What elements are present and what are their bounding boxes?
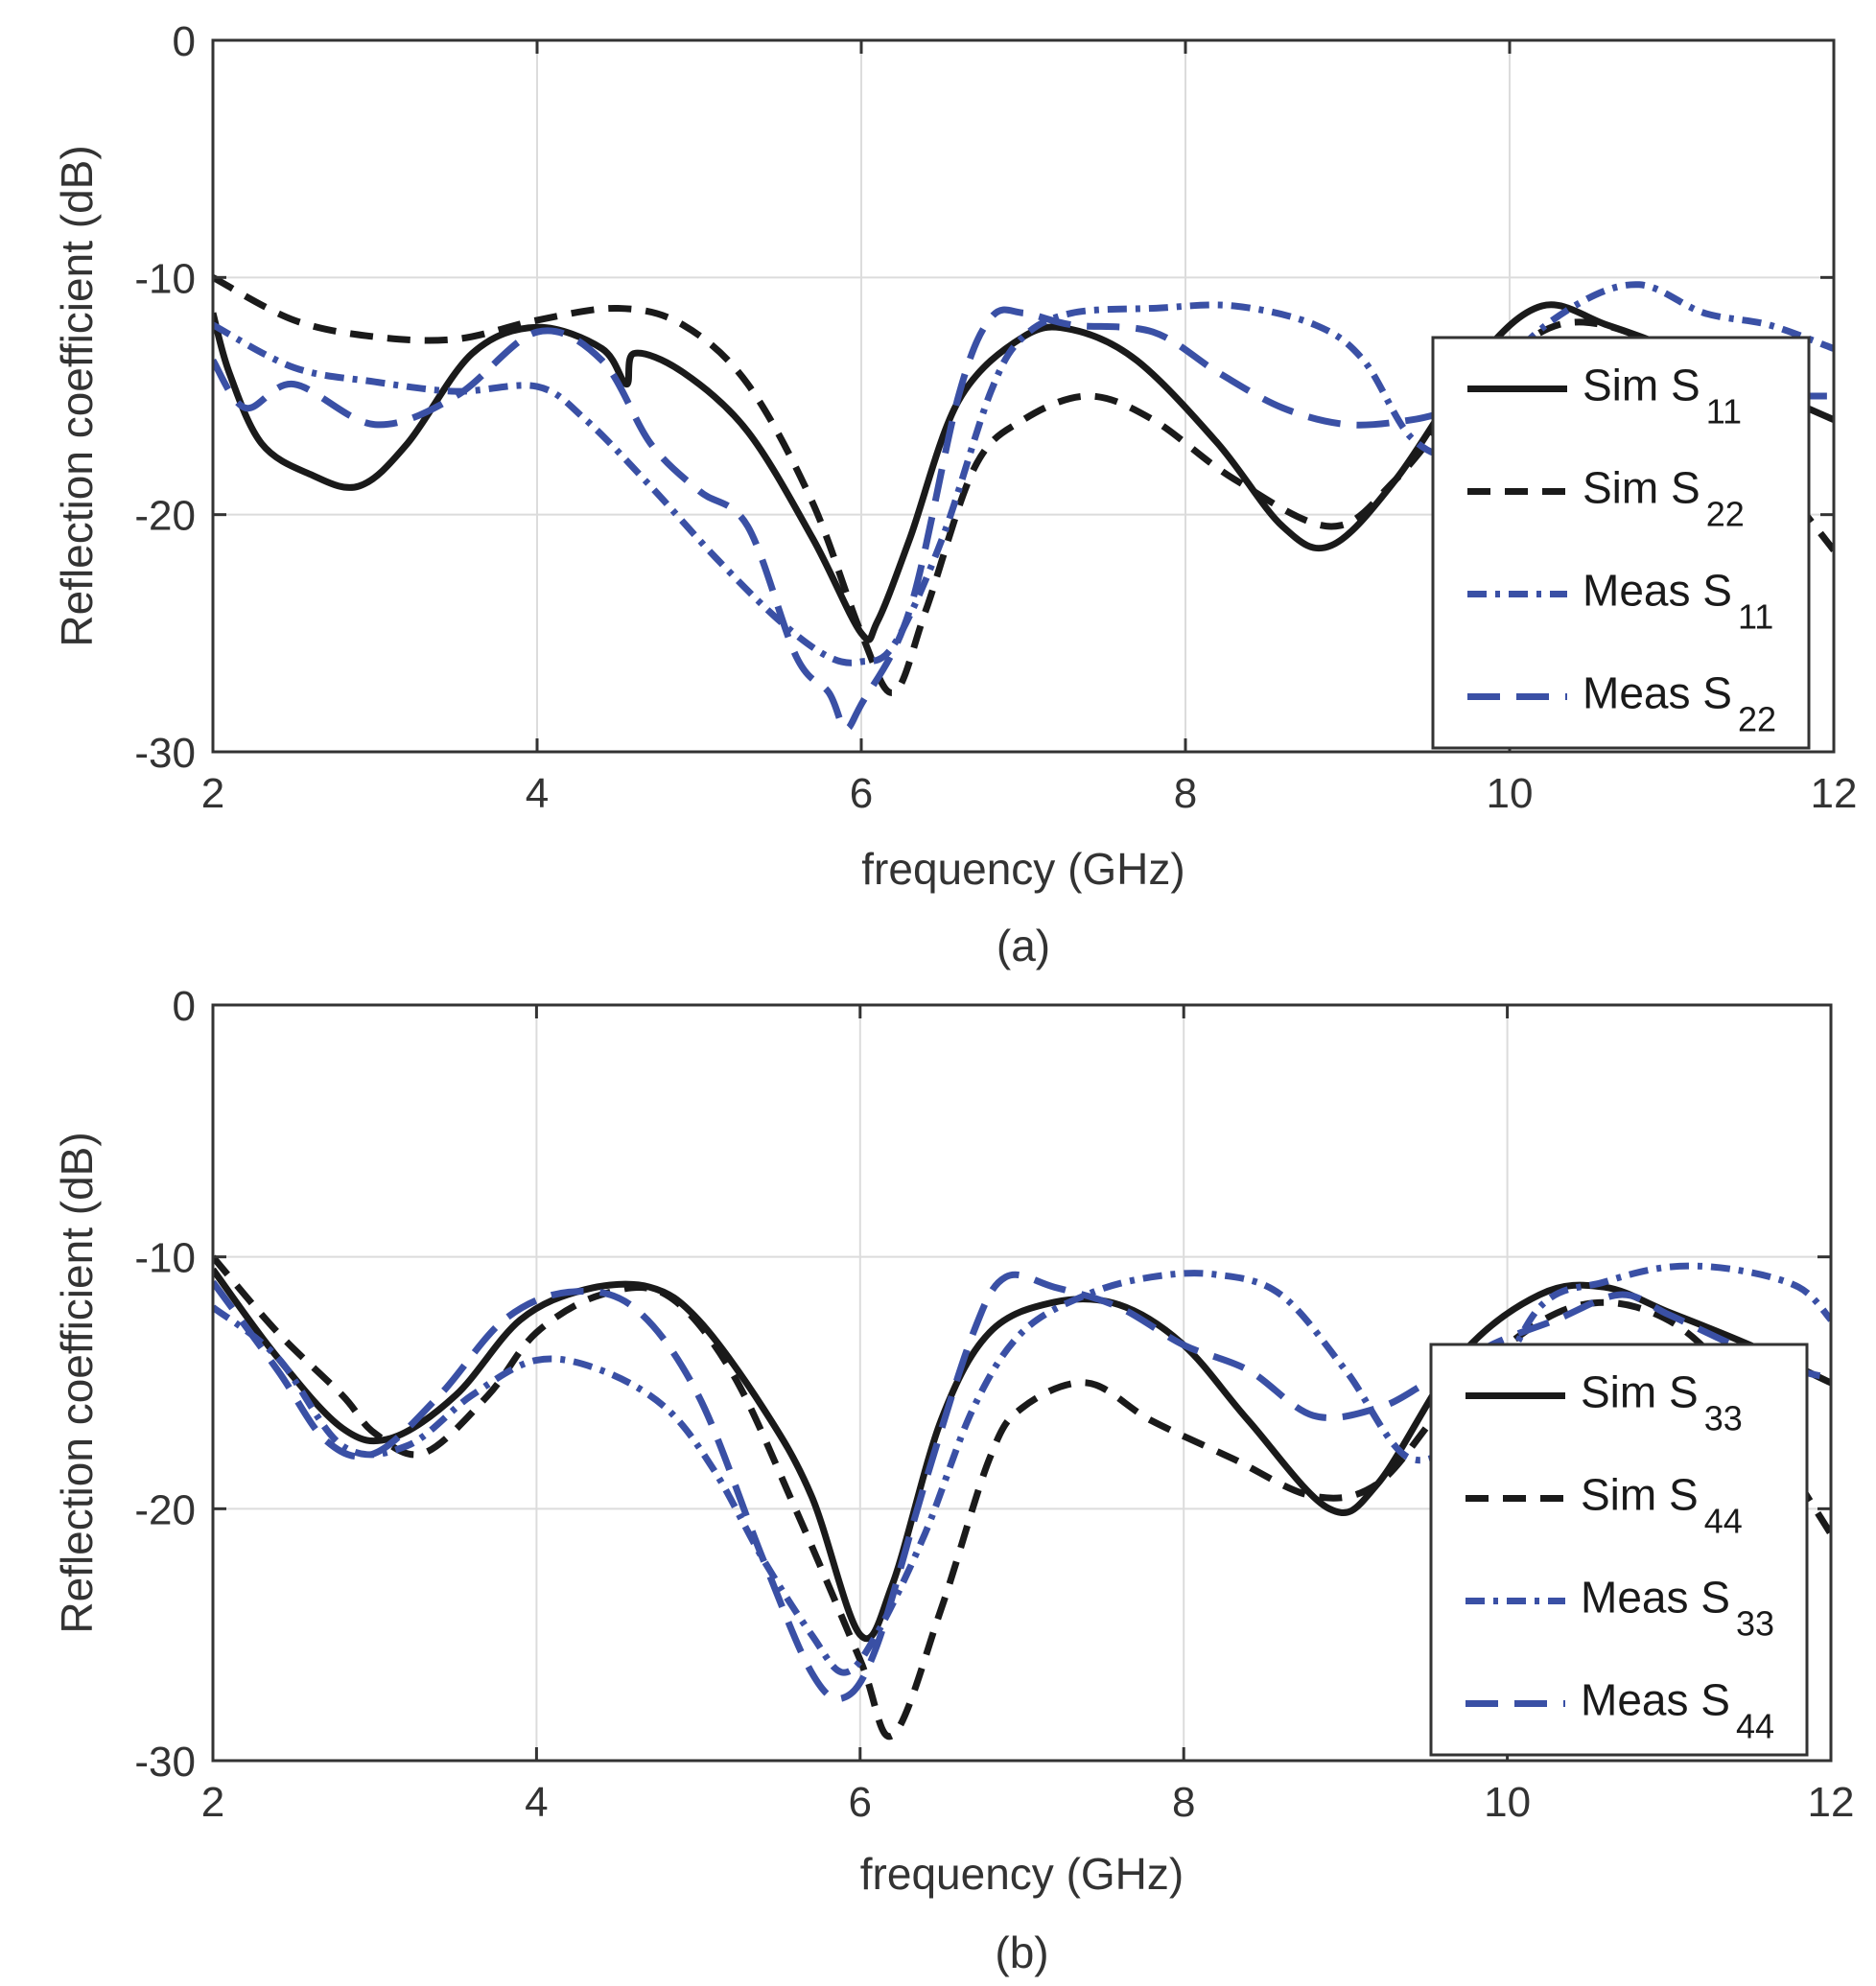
legend-subscript-2: 33 (1736, 1604, 1774, 1644)
x-tick-label: 10 (1484, 1779, 1531, 1826)
legend-subscript-0: 11 (1706, 392, 1742, 432)
y-tick-label: 0 (173, 983, 196, 1030)
legend-subscript-3: 22 (1738, 700, 1776, 739)
panel-label: (b) (995, 1928, 1048, 1977)
axes-box (211, 38, 1836, 754)
panel-b: 2 4 6 8 10 12 0 -10 -20 -30 frequency (GHz) Refle… (52, 983, 1854, 1977)
legend-subscript-3: 44 (1736, 1707, 1774, 1746)
legend-box (1429, 1343, 1809, 1757)
tick-layer: 2 4 6 8 10 12 0 -10 -20 -30 (134, 983, 1854, 1826)
y-tick-label: -10 (134, 255, 196, 302)
panel-label: (a) (997, 921, 1050, 970)
legend-subscript-2: 11 (1738, 597, 1773, 637)
x-tick-label: 8 (1174, 770, 1197, 817)
x-axis-label: frequency (GHz) (861, 844, 1184, 894)
x-tick-label: 6 (849, 1779, 872, 1826)
y-axis-label: Reflection coefficient (dB) (52, 1132, 102, 1633)
y-tick-label: -20 (134, 1486, 196, 1533)
y-axis-label: Reflection coefficient (dB) (52, 145, 102, 646)
axes-box (211, 1003, 1833, 1763)
panel-a: 2 4 6 8 10 12 0 -10 -20 -30 frequency (GHz) Refle… (52, 18, 1857, 970)
x-tick-label: 6 (850, 770, 873, 817)
legend-subscript-0: 33 (1704, 1399, 1743, 1438)
y-tick-label: -30 (134, 1739, 196, 1786)
x-tick-label: 4 (526, 770, 549, 817)
series-line-1 (213, 274, 1834, 696)
x-tick-label: 12 (1811, 770, 1858, 817)
x-tick-label: 12 (1808, 1779, 1855, 1826)
legend-box (1431, 336, 1811, 750)
y-tick-label: -30 (134, 730, 196, 777)
series-line-0 (213, 1267, 1831, 1643)
legend-subscript-1: 44 (1704, 1502, 1743, 1541)
x-tick-label: 2 (201, 770, 224, 817)
tick-layer: 2 4 6 8 10 12 0 -10 -20 -30 (134, 18, 1857, 817)
y-tick-label: 0 (173, 18, 196, 65)
x-tick-label: 10 (1487, 770, 1534, 817)
x-tick-label: 4 (525, 1779, 548, 1826)
legend-subscript-1: 22 (1706, 495, 1745, 534)
series-line-2 (213, 1262, 1831, 1676)
x-tick-label: 8 (1172, 1779, 1195, 1826)
y-tick-label: -10 (134, 1235, 196, 1282)
series-layer (213, 1254, 1831, 1741)
series-line-3 (213, 1271, 1831, 1702)
y-tick-label: -20 (134, 493, 196, 540)
x-tick-label: 2 (201, 1779, 224, 1826)
x-axis-label: frequency (GHz) (860, 1849, 1184, 1899)
